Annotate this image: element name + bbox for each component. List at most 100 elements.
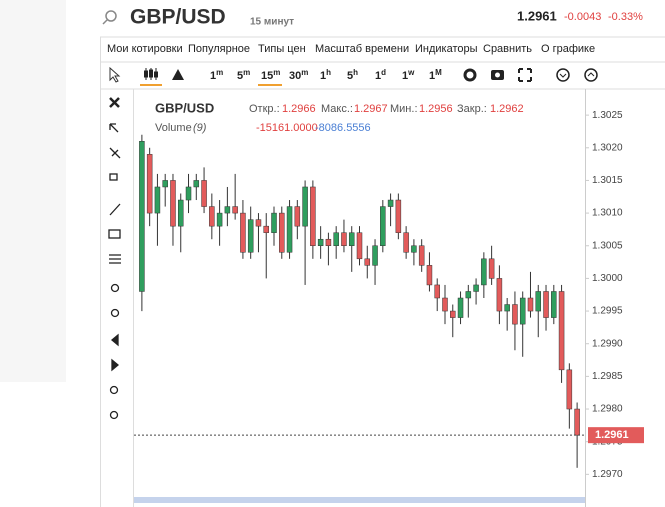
legend-value: 1.2966 <box>282 103 316 115</box>
menu-item[interactable]: Типы цен <box>258 43 306 55</box>
timeframe[interactable]: 15m <box>261 68 280 82</box>
timeframe[interactable]: 5m <box>237 68 250 82</box>
candle-body <box>551 291 557 318</box>
timeframe-number: 1 <box>429 70 435 82</box>
change: -0.0043 <box>564 11 601 23</box>
timeframe-number: 1 <box>375 70 381 82</box>
download-icon[interactable] <box>556 68 570 82</box>
menu-item[interactable]: Популярное <box>188 43 250 55</box>
rect-tool[interactable] <box>108 229 121 239</box>
timeframe[interactable]: 1d <box>375 68 386 82</box>
legend-value: 1.2956 <box>419 103 453 115</box>
timeframe-number: 1 <box>320 70 326 82</box>
menu-item[interactable]: Масштаб времени <box>315 43 409 55</box>
timeframe-number: 30 <box>289 70 301 82</box>
candle-body <box>488 258 495 279</box>
candle-body <box>216 212 223 227</box>
y-tick-label: 1.2995 <box>592 306 623 317</box>
timeframe[interactable]: 1h <box>320 68 331 82</box>
menu-item[interactable]: Мои котировки <box>107 43 183 55</box>
candle-body <box>387 199 394 207</box>
menu-item[interactable]: Сравнить <box>483 43 532 55</box>
timeframe-unit: h <box>353 68 358 77</box>
candle-body <box>364 258 371 266</box>
volume-param: (9) <box>193 122 207 134</box>
area-icon[interactable] <box>172 69 184 80</box>
upload-icon[interactable] <box>584 68 598 82</box>
timeframe-unit: m <box>301 68 308 77</box>
side-panel <box>0 0 66 382</box>
candle-body <box>317 238 324 246</box>
candle-body <box>341 232 347 246</box>
select-tool[interactable] <box>109 123 119 133</box>
candle-body <box>450 310 456 318</box>
candle-body <box>566 369 573 410</box>
zoom-in-tool[interactable] <box>110 283 120 293</box>
candle-body <box>154 186 161 214</box>
candle-body <box>465 291 472 299</box>
timeframe[interactable]: 1M <box>429 68 442 82</box>
zoom-out-tool[interactable] <box>110 308 120 318</box>
candle-body <box>240 212 246 253</box>
candle-body <box>356 232 363 260</box>
timeframe[interactable]: 5h <box>347 68 358 82</box>
legend-value: 1.2962 <box>490 103 524 115</box>
settings-icon[interactable] <box>463 68 477 82</box>
interval: 15 минут <box>250 17 294 28</box>
candle-body <box>193 180 200 188</box>
fullscreen-icon[interactable] <box>518 68 532 82</box>
candle-body <box>527 297 534 312</box>
timeframe-unit: m <box>273 68 280 77</box>
prev-tool[interactable] <box>110 333 119 347</box>
candle-body <box>372 245 378 266</box>
candle-body <box>146 154 153 214</box>
timeframe-unit: m <box>216 68 223 77</box>
candle-body <box>294 206 301 227</box>
cursor-icon[interactable] <box>109 66 121 83</box>
candle-body <box>185 186 192 201</box>
candle-body <box>380 206 386 246</box>
candle-body <box>434 284 440 299</box>
candle-body <box>504 304 510 312</box>
candle-body <box>442 297 448 312</box>
candle-body <box>574 408 580 436</box>
magnet-tool[interactable] <box>109 410 119 420</box>
y-tick-label: 1.3010 <box>592 208 623 219</box>
fib-tool[interactable] <box>109 254 121 264</box>
y-tick-label: 1.3000 <box>592 273 623 284</box>
candle-body <box>139 141 145 292</box>
y-tick-label: 1.2985 <box>592 371 623 382</box>
candles-icon[interactable] <box>144 68 158 80</box>
next-tool[interactable] <box>111 358 120 372</box>
measure-tool[interactable] <box>109 385 119 395</box>
copy-tool[interactable] <box>109 173 118 181</box>
camera-icon[interactable] <box>491 70 504 80</box>
line-tool[interactable] <box>109 203 121 216</box>
candle-body <box>279 212 285 253</box>
candle-body <box>348 232 355 246</box>
candle-body <box>170 180 176 227</box>
candle-body <box>162 180 168 188</box>
legend-symbol: GBP/USD <box>155 100 214 115</box>
timeframe-number: 1 <box>402 70 408 82</box>
candle-body <box>247 219 254 253</box>
candle-body <box>302 186 308 227</box>
y-tick-label: 1.3015 <box>592 175 623 186</box>
candle-body <box>201 180 207 207</box>
candle-body <box>543 291 549 318</box>
close-tool[interactable] <box>109 97 120 108</box>
timeframe[interactable]: 1w <box>402 68 415 82</box>
candle-body <box>271 212 277 233</box>
timeframe-unit: M <box>435 68 442 77</box>
cross-tool[interactable] <box>109 147 121 159</box>
menu-item[interactable]: О графике <box>541 43 595 55</box>
legend-value: 1.2967 <box>354 103 388 115</box>
menu-item[interactable]: Индикаторы <box>415 43 478 55</box>
candle-body <box>457 297 464 318</box>
candle-body <box>403 232 409 253</box>
timeframe[interactable]: 30m <box>289 68 308 82</box>
timeframe[interactable]: 1m <box>210 68 223 82</box>
candle-body <box>411 245 417 253</box>
timeframe-number: 5 <box>347 70 353 82</box>
search-icon[interactable] <box>102 10 117 25</box>
